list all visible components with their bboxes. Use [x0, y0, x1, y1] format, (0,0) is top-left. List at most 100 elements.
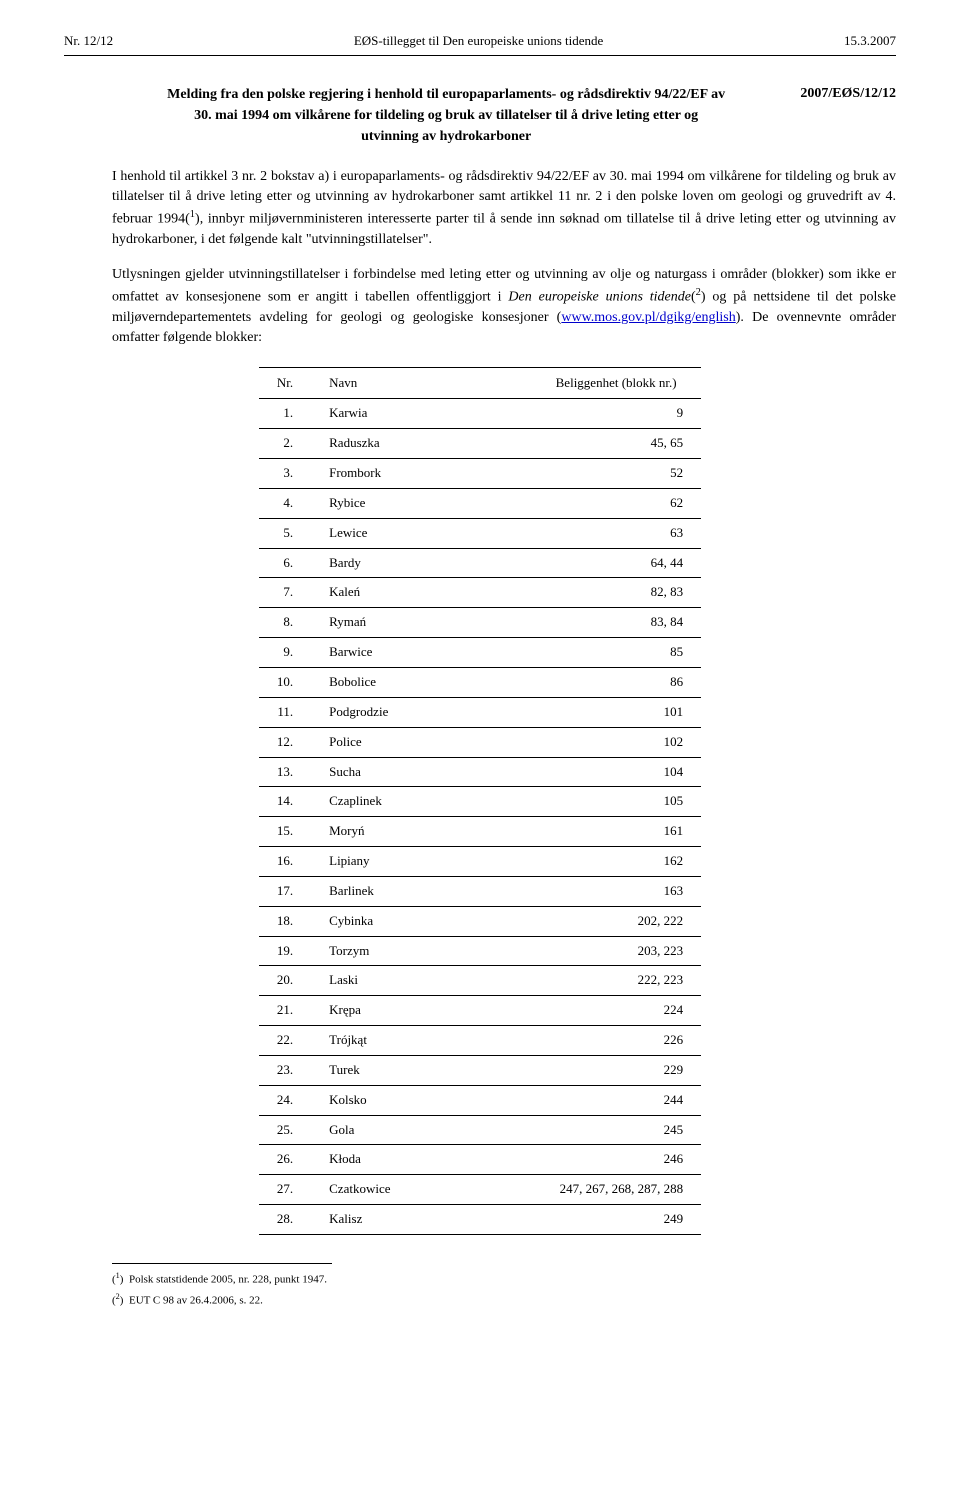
cell-nr: 13.	[259, 757, 311, 787]
cell-name: Cybinka	[311, 906, 531, 936]
footnotes: (1) Polsk statstidende 2005, nr. 228, pu…	[112, 1263, 332, 1309]
table-row: 11.Podgrodzie101	[259, 697, 701, 727]
cell-nr: 4.	[259, 488, 311, 518]
document-title-block: Melding fra den polske regjering i henho…	[112, 84, 896, 147]
cell-name: Police	[311, 727, 531, 757]
cell-location: 162	[531, 847, 701, 877]
cell-nr: 8.	[259, 608, 311, 638]
table-row: 7.Kaleń82, 83	[259, 578, 701, 608]
cell-nr: 22.	[259, 1026, 311, 1056]
cell-name: Turek	[311, 1055, 531, 1085]
cell-nr: 9.	[259, 638, 311, 668]
table-row: 8.Rymań83, 84	[259, 608, 701, 638]
table-row: 12.Police102	[259, 727, 701, 757]
cell-location: 101	[531, 697, 701, 727]
cell-nr: 6.	[259, 548, 311, 578]
table-row: 3.Frombork52	[259, 459, 701, 489]
document-reference: 2007/EØS/12/12	[800, 84, 896, 104]
cell-nr: 5.	[259, 518, 311, 548]
cell-location: 102	[531, 727, 701, 757]
cell-location: 9	[531, 399, 701, 429]
cell-name: Lewice	[311, 518, 531, 548]
table-row: 26.Kłoda246	[259, 1145, 701, 1175]
cell-nr: 11.	[259, 697, 311, 727]
cell-nr: 28.	[259, 1205, 311, 1235]
table-row: 23.Turek229	[259, 1055, 701, 1085]
cell-name: Bardy	[311, 548, 531, 578]
cell-location: 222, 223	[531, 966, 701, 996]
footnote-2: (2) EUT C 98 av 26.4.2006, s. 22.	[112, 1291, 332, 1310]
table-row: 1.Karwia9	[259, 399, 701, 429]
cell-name: Laski	[311, 966, 531, 996]
cell-name: Kalisz	[311, 1205, 531, 1235]
cell-nr: 7.	[259, 578, 311, 608]
cell-nr: 23.	[259, 1055, 311, 1085]
cell-location: 83, 84	[531, 608, 701, 638]
footnote-2-label: 2	[116, 1292, 120, 1301]
cell-name: Trójkąt	[311, 1026, 531, 1056]
cell-nr: 25.	[259, 1115, 311, 1145]
cell-name: Gola	[311, 1115, 531, 1145]
blocks-table: Nr. Navn Beliggenhet (blokk nr.) 1.Karwi…	[259, 367, 701, 1235]
table-row: 15.Moryń161	[259, 817, 701, 847]
cell-location: 246	[531, 1145, 701, 1175]
cell-name: Bobolice	[311, 667, 531, 697]
cell-location: 249	[531, 1205, 701, 1235]
cell-location: 82, 83	[531, 578, 701, 608]
table-row: 5.Lewice63	[259, 518, 701, 548]
cell-nr: 15.	[259, 817, 311, 847]
cell-name: Barwice	[311, 638, 531, 668]
cell-name: Rybice	[311, 488, 531, 518]
cell-nr: 21.	[259, 996, 311, 1026]
cell-location: 104	[531, 757, 701, 787]
col-header-location: Beliggenhet (blokk nr.)	[531, 367, 701, 399]
document-title: Melding fra den polske regjering i henho…	[166, 84, 726, 147]
cell-location: 203, 223	[531, 936, 701, 966]
header-page-number: Nr. 12/12	[64, 32, 113, 51]
cell-nr: 20.	[259, 966, 311, 996]
table-row: 25.Gola245	[259, 1115, 701, 1145]
cell-nr: 16.	[259, 847, 311, 877]
footnote-1-label: 1	[116, 1271, 120, 1280]
cell-location: 202, 222	[531, 906, 701, 936]
paragraph-2: Utlysningen gjelder utvinningstillatelse…	[112, 265, 896, 349]
table-row: 13.Sucha104	[259, 757, 701, 787]
table-row: 27.Czatkowice247, 267, 268, 287, 288	[259, 1175, 701, 1205]
cell-location: 244	[531, 1085, 701, 1115]
cell-location: 63	[531, 518, 701, 548]
cell-nr: 2.	[259, 429, 311, 459]
cell-name: Kłoda	[311, 1145, 531, 1175]
table-row: 4.Rybice62	[259, 488, 701, 518]
table-row: 9.Barwice85	[259, 638, 701, 668]
cell-nr: 18.	[259, 906, 311, 936]
cell-location: 229	[531, 1055, 701, 1085]
cell-location: 226	[531, 1026, 701, 1056]
col-header-nr: Nr.	[259, 367, 311, 399]
geology-link[interactable]: www.mos.gov.pl/dgikg/english	[561, 310, 735, 325]
cell-name: Barlinek	[311, 876, 531, 906]
table-row: 22.Trójkąt226	[259, 1026, 701, 1056]
cell-location: 163	[531, 876, 701, 906]
cell-location: 105	[531, 787, 701, 817]
cell-location: 52	[531, 459, 701, 489]
header-date: 15.3.2007	[844, 32, 896, 51]
table-row: 16.Lipiany162	[259, 847, 701, 877]
table-row: 19.Torzym203, 223	[259, 936, 701, 966]
cell-location: 85	[531, 638, 701, 668]
cell-nr: 1.	[259, 399, 311, 429]
cell-name: Czaplinek	[311, 787, 531, 817]
cell-location: 224	[531, 996, 701, 1026]
cell-location: 245	[531, 1115, 701, 1145]
cell-name: Podgrodzie	[311, 697, 531, 727]
cell-name: Frombork	[311, 459, 531, 489]
footnote-1-text: Polsk statstidende 2005, nr. 228, punkt …	[129, 1274, 327, 1286]
paragraph-1: I henhold til artikkel 3 nr. 2 bokstav a…	[112, 167, 896, 251]
table-row: 21.Krępa224	[259, 996, 701, 1026]
cell-nr: 27.	[259, 1175, 311, 1205]
cell-name: Karwia	[311, 399, 531, 429]
cell-name: Kolsko	[311, 1085, 531, 1115]
table-row: 14.Czaplinek105	[259, 787, 701, 817]
col-header-name: Navn	[311, 367, 531, 399]
table-row: 18.Cybinka202, 222	[259, 906, 701, 936]
cell-nr: 24.	[259, 1085, 311, 1115]
